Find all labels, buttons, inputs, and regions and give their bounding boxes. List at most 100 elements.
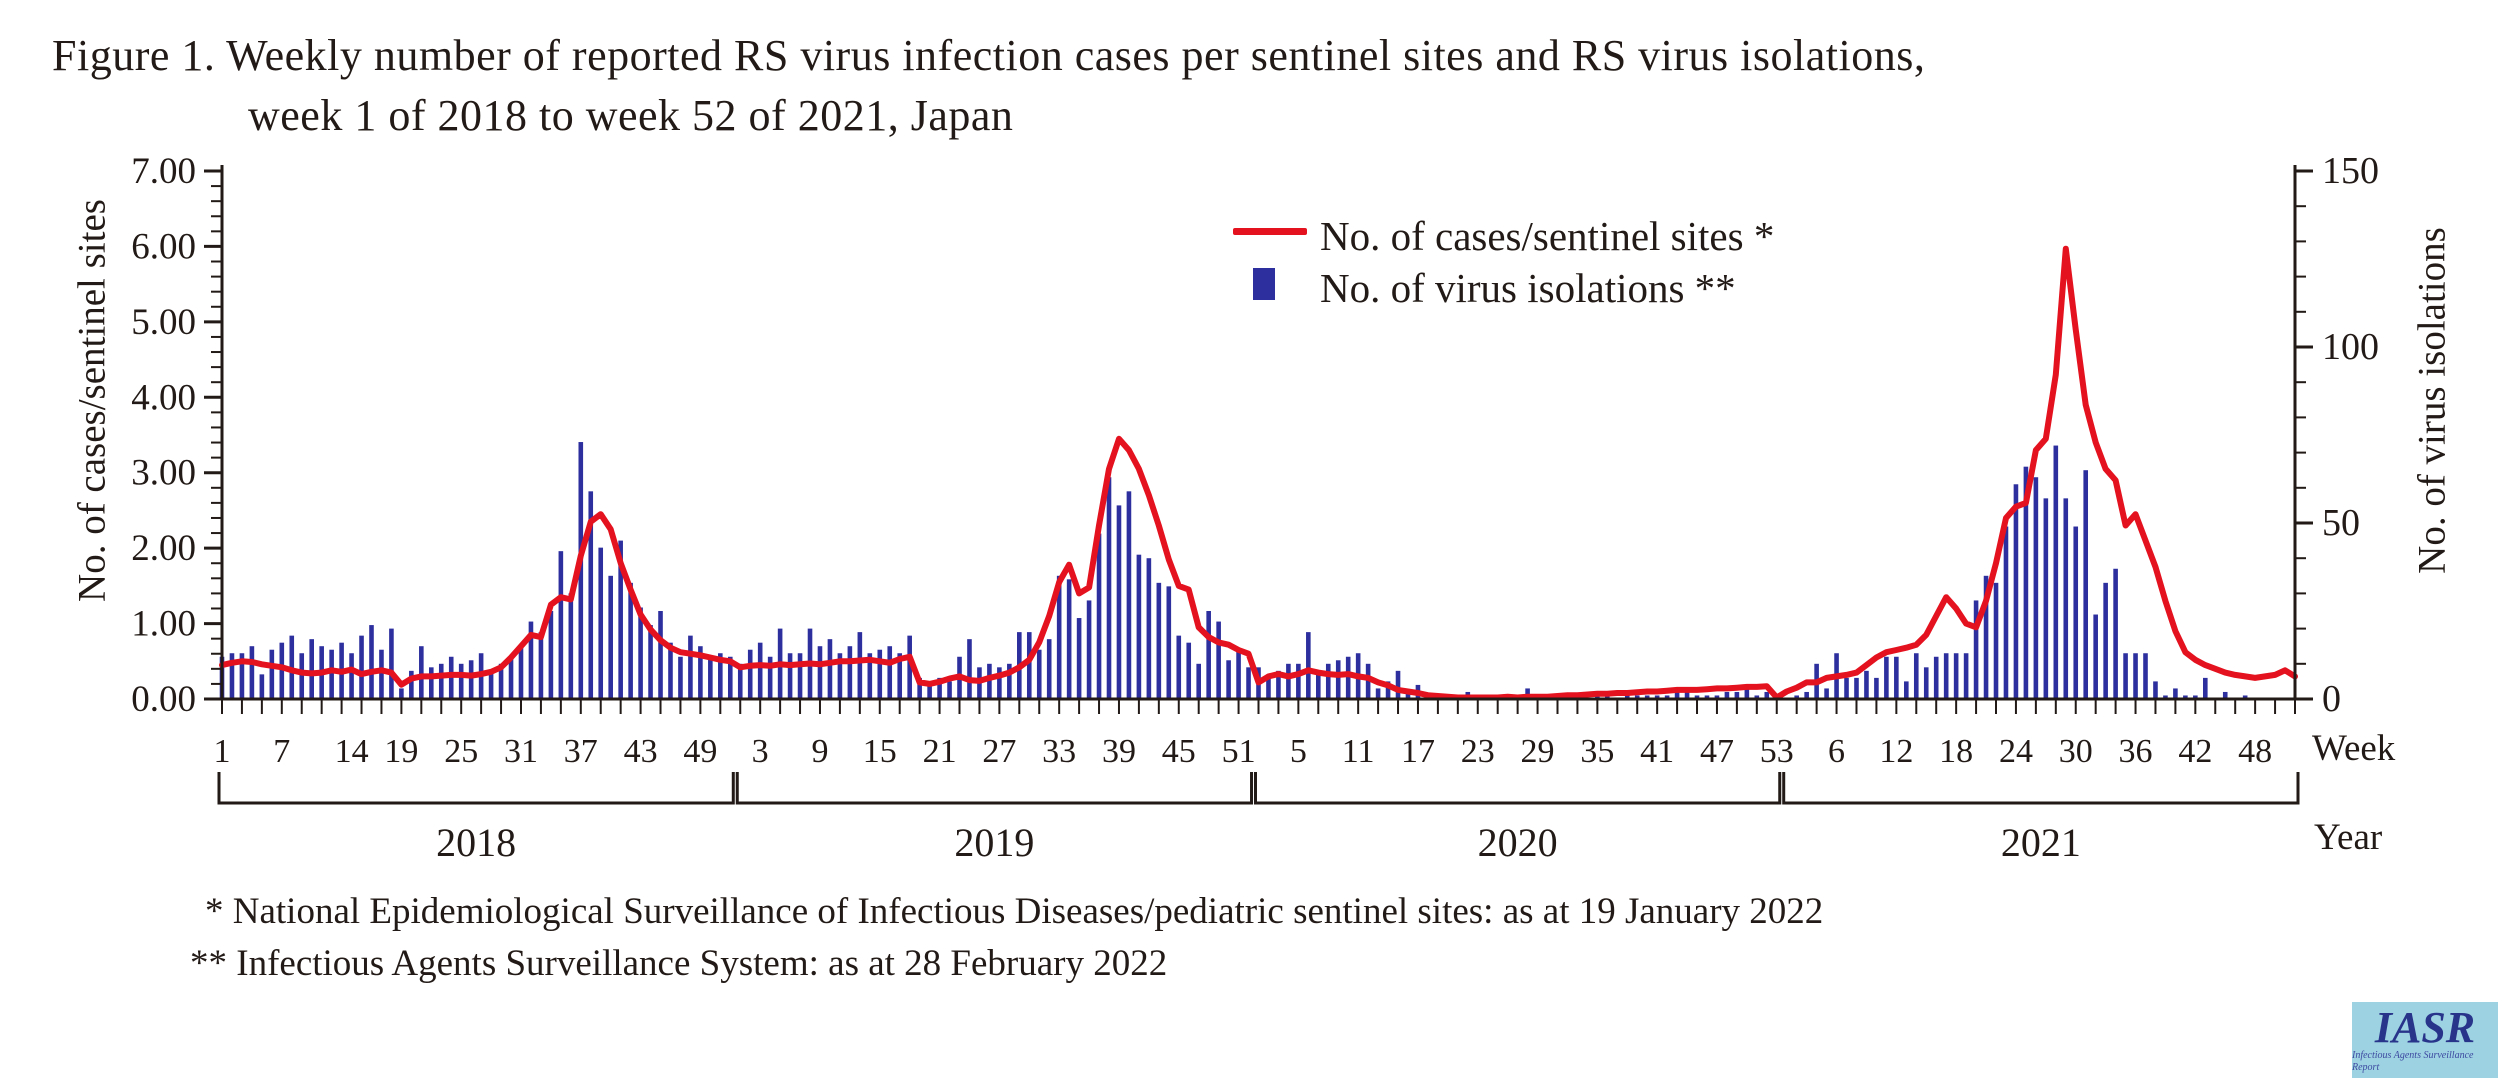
- isolation-bar: [279, 642, 285, 699]
- isolation-bar: [1246, 667, 1251, 699]
- isolation-bar: [1913, 653, 1919, 699]
- isolation-bar: [1824, 688, 1829, 699]
- isolation-bar: [249, 646, 255, 699]
- right-axis-title: No. of virus isolations: [2410, 227, 2454, 574]
- isolation-bar: [2043, 498, 2049, 699]
- left-tick-label: 0.00: [131, 679, 196, 720]
- isolation-bar: [1176, 635, 1182, 699]
- week-tick-label: 6: [1828, 733, 1845, 770]
- week-tick-label: 31: [504, 733, 538, 770]
- isolation-bar: [1605, 695, 1610, 699]
- isolation-bar: [708, 656, 713, 699]
- cases-line-legend-sample: [1233, 228, 1307, 235]
- isolation-bar: [737, 663, 743, 699]
- isolation-bar: [877, 649, 883, 699]
- isolation-bar: [1405, 691, 1411, 699]
- week-tick-label: 45: [1162, 733, 1196, 770]
- isolation-bar: [2073, 526, 2079, 699]
- isolation-bar: [1874, 677, 1879, 699]
- isolation-bar: [1864, 670, 1869, 699]
- week-tick-label: 5: [1290, 733, 1307, 770]
- isolation-bar: [1046, 639, 1052, 699]
- isolation-bar: [997, 667, 1002, 699]
- isolation-bar: [2222, 691, 2228, 699]
- week-tick-label: 17: [1401, 733, 1435, 770]
- isolation-bar: [1106, 477, 1112, 699]
- week-tick-label: 35: [1580, 733, 1614, 770]
- isolations-square-legend-sample: [1253, 268, 1275, 300]
- week-tick-label: 51: [1222, 733, 1256, 770]
- isolation-bar: [1764, 691, 1770, 699]
- year-bracket: [217, 772, 735, 805]
- left-tick-label: 2.00: [131, 528, 196, 569]
- figure-title-line1: Figure 1. Weekly number of reported RS v…: [52, 31, 1926, 80]
- isolation-bar: [1276, 670, 1281, 699]
- isolation-bar: [349, 653, 354, 699]
- isolation-bar: [747, 649, 753, 699]
- year-label: 2020: [1478, 820, 1558, 865]
- isolation-bar: [1983, 575, 1989, 699]
- isolation-bar: [1884, 656, 1889, 699]
- week-tick-label: 33: [1042, 733, 1076, 770]
- week-tick-label: 11: [1342, 733, 1375, 770]
- week-tick-label: 37: [564, 733, 598, 770]
- cases-line: [219, 245, 2298, 701]
- isolation-bar: [917, 677, 922, 699]
- isolation-bar: [688, 635, 693, 699]
- isolation-bar: [1096, 533, 1102, 699]
- left-axis-title: No. of cases/sentinel sites: [70, 199, 114, 602]
- isolation-bar: [618, 540, 623, 699]
- isolation-bar: [2093, 614, 2098, 699]
- isolation-bar: [1943, 653, 1949, 699]
- isolation-bar: [1664, 695, 1670, 699]
- isolation-bar: [2083, 470, 2089, 699]
- isolation-bar: [1595, 695, 1600, 699]
- isolation-bar: [2153, 681, 2158, 699]
- isolation-bar: [379, 649, 384, 699]
- year-axis-label: Year: [2314, 817, 2383, 858]
- isolation-bar: [1894, 656, 1899, 699]
- right-tick-label: 150: [2322, 150, 2379, 192]
- isolation-bar: [1624, 695, 1630, 699]
- isolation-bar: [1644, 695, 1650, 699]
- isolation-bar: [538, 632, 544, 699]
- isolation-bar: [1266, 674, 1271, 699]
- week-tick-label: 48: [2238, 733, 2272, 770]
- isolation-bar: [498, 663, 504, 699]
- isolation-bar: [628, 582, 633, 699]
- week-tick-label: 15: [863, 733, 897, 770]
- isolation-bar: [1126, 491, 1132, 699]
- right-tick-label: 100: [2322, 326, 2379, 368]
- week-tick-label: 19: [384, 733, 418, 770]
- isolation-bar: [1704, 695, 1710, 699]
- left-tick-label: 3.00: [131, 453, 196, 494]
- week-tick-label: 3: [752, 733, 769, 770]
- isolation-bar: [1086, 600, 1092, 699]
- isolation-bar: [847, 646, 853, 699]
- isolation-bar: [638, 607, 643, 699]
- isolation-bar: [438, 663, 444, 699]
- isolation-bar: [1714, 695, 1720, 699]
- isolation-bar: [1345, 656, 1351, 699]
- isolation-bar: [528, 621, 534, 699]
- week-tick-label: 18: [1939, 733, 1973, 770]
- isolation-bar: [698, 646, 703, 699]
- isolation-bar: [419, 646, 424, 699]
- isolation-bar: [458, 663, 464, 699]
- isolation-bar: [588, 491, 594, 699]
- isolation-bar: [1296, 663, 1301, 699]
- year-label: 2021: [2001, 820, 2081, 865]
- isolation-bar: [967, 639, 972, 699]
- isolation-bar: [1076, 618, 1082, 699]
- isolations-legend-label: No. of virus isolations **: [1320, 265, 1736, 311]
- isolation-bar: [927, 681, 932, 699]
- isolation-bar: [887, 646, 893, 699]
- isolation-bar: [1146, 558, 1152, 699]
- year-label: 2018: [436, 820, 516, 865]
- isolation-bar: [837, 653, 843, 699]
- isolation-bar: [1325, 663, 1331, 699]
- isolation-bar: [259, 674, 265, 699]
- isolation-bar: [409, 670, 414, 699]
- isolation-bar: [1674, 691, 1680, 699]
- iasr-logo-text: IASR: [2374, 1003, 2476, 1052]
